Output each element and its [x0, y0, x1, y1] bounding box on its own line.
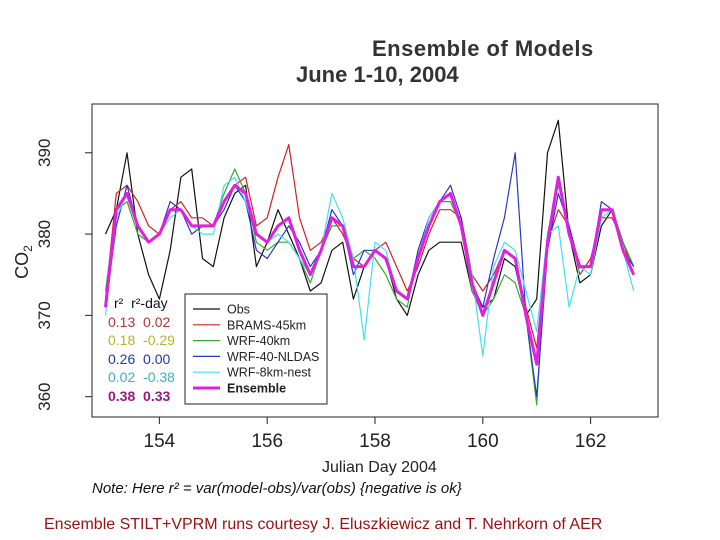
r2-stats-row: 0.38 0.33 [108, 387, 175, 406]
r2-stats-rows: 0.13 0.02 0.18 -0.29 0.26 0.00 0.02 -0.38 0.… [108, 313, 175, 406]
plot-frame [91, 103, 659, 418]
legend-label: Obs [227, 303, 250, 317]
r2-value: 0.26 [108, 350, 136, 367]
r2-day-value: -0.29 [135, 332, 175, 348]
r2-value: 0.02 [108, 369, 136, 385]
r2-day-value: 0.00 [135, 350, 171, 367]
x-tick-label: 162 [575, 431, 607, 452]
legend-label: BRAMS-45km [227, 318, 306, 332]
x-axis-label: Julian Day 2004 [322, 459, 437, 476]
r2-stats-row: 0.18 -0.29 [108, 331, 175, 350]
credit: Ensemble STILT+VPRM runs courtesy J. Elu… [44, 516, 603, 533]
r2-day-value: -0.38 [135, 369, 175, 385]
y-tick-label: 390 [35, 139, 54, 167]
x-tick-label: 154 [144, 431, 176, 452]
r2-stats-row: 0.13 0.02 [108, 313, 175, 332]
r2-stats-row: 0.02 -0.38 [108, 368, 175, 387]
r2-value: 0.13 [108, 313, 136, 330]
r2-stats-table: r² r²-day 0.13 0.02 0.18 -0.29 0.26 0.00 0.… [108, 294, 175, 405]
r2-day-value: 0.02 [135, 313, 171, 330]
legend-label: Ensemble [227, 382, 286, 396]
r2-day-value: 0.33 [135, 387, 171, 404]
legend-label: WRF-40-NLDAS [227, 350, 319, 364]
r2-day-header: r²-day [131, 295, 168, 311]
legend-label: WRF-8km-nest [227, 366, 312, 380]
y-axis: 360 370 380 390 [35, 139, 92, 411]
r2-header: r² [114, 295, 124, 311]
y-tick-label: 370 [35, 301, 54, 329]
x-tick-label: 158 [359, 431, 391, 452]
r2-stats-row: 0.26 0.00 [108, 350, 175, 369]
chart-subtitle: June 1-10, 2004 [296, 62, 459, 87]
note: Note: Here r² = var(model-obs)/var(obs) … [92, 480, 462, 497]
legend-label: WRF-40km [227, 334, 290, 348]
y-tick-label: 360 [35, 382, 54, 410]
chart-title: Ensemble of Models [372, 36, 594, 61]
x-axis: 154 156 158 160 162 [144, 417, 607, 452]
r2-value: 0.18 [108, 332, 136, 348]
x-tick-label: 160 [467, 431, 499, 452]
y-tick-label: 380 [35, 220, 54, 248]
r2-stats-header: r² r²-day [114, 294, 175, 313]
series-lines [104, 119, 636, 406]
y-axis-label: CO2 [12, 245, 35, 279]
x-tick-label: 156 [251, 431, 283, 452]
r2-value: 0.38 [108, 387, 136, 404]
series-line-ensemble [104, 175, 636, 366]
legend-box [184, 293, 328, 405]
